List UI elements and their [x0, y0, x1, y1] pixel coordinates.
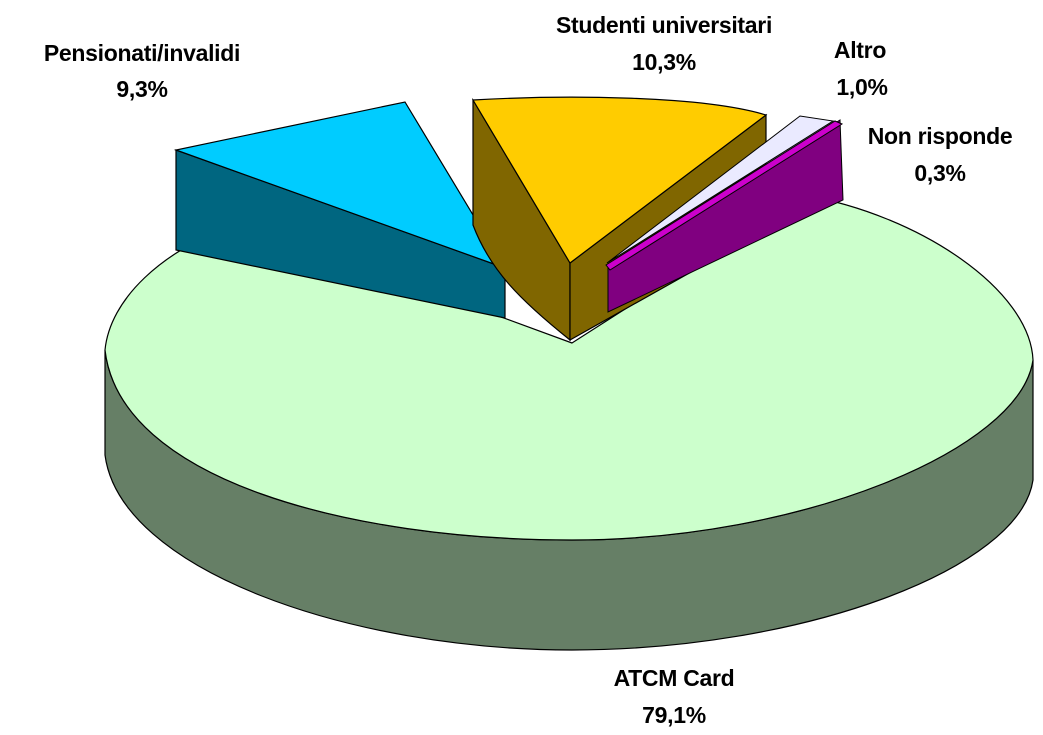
- label-non-risponde-name: Non risponde: [868, 123, 1013, 149]
- label-pensionati-name: Pensionati/invalidi: [44, 40, 240, 66]
- slice-non-risponde: [605, 120, 844, 271]
- label-atcm-card-value: 79,1%: [642, 702, 706, 728]
- slice-studenti-universitari: [471, 96, 768, 264]
- label-atcm-card-name: ATCM Card: [614, 665, 735, 691]
- label-non-risponde-value: 0,3%: [914, 160, 965, 186]
- label-studenti-name: Studenti universitari: [556, 12, 772, 38]
- slice-altro: [606, 115, 835, 264]
- label-studenti-value: 10,3%: [632, 49, 696, 75]
- label-altro-value: 1,0%: [836, 74, 887, 100]
- label-pensionati-value: 9,3%: [116, 76, 167, 102]
- label-altro-name: Altro: [834, 37, 886, 63]
- slice-pensionati: [173, 101, 507, 270]
